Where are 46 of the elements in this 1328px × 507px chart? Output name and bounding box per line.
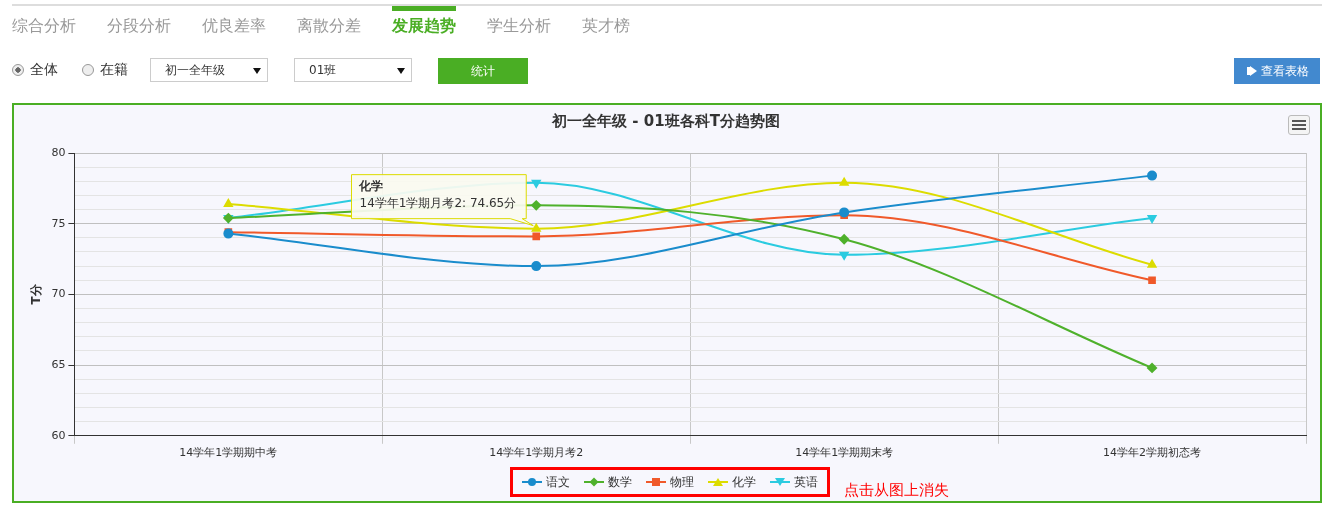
legend-label: 英语 xyxy=(793,473,818,491)
text: 查看表格 xyxy=(1234,58,1320,84)
point xyxy=(839,234,850,245)
text: 综合分析 xyxy=(12,16,76,37)
y-tick-label: 65 xyxy=(51,357,66,371)
y-tick-label: 80 xyxy=(51,145,66,159)
point xyxy=(839,251,849,260)
text: 发展趋势 xyxy=(392,16,456,37)
legend-label: 语文 xyxy=(545,473,570,491)
point xyxy=(1147,259,1157,268)
annotation: 化学 14学年1学期月考2: 74.65分 xyxy=(358,178,517,210)
point xyxy=(1147,362,1158,373)
y-tick-label: 75 xyxy=(51,216,66,230)
point xyxy=(1148,276,1156,285)
text: 分段分析 xyxy=(107,16,171,37)
text: 01班 xyxy=(294,58,412,82)
text: 全体 xyxy=(29,61,58,79)
text: 离散分差 xyxy=(297,16,361,37)
point xyxy=(532,232,541,241)
text: 优良差率 xyxy=(202,16,266,37)
x-tick-label: 14学年1学期期末考 xyxy=(795,446,894,460)
point xyxy=(531,200,542,211)
point xyxy=(1147,215,1157,224)
legend-label: 化学 xyxy=(731,473,756,491)
y-axis-title: T分 xyxy=(29,283,44,305)
y-tick-label: 70 xyxy=(51,287,66,301)
point xyxy=(839,207,850,218)
text: 点击从图上消失 xyxy=(844,481,949,500)
chart-title: 初一全年级 - 01班各科T分趋势图 xyxy=(551,111,780,130)
point xyxy=(839,177,849,186)
text: 在籍 xyxy=(99,61,128,79)
point xyxy=(531,261,542,272)
text: 学生分析 xyxy=(487,16,551,37)
y-tick-label: 60 xyxy=(51,428,66,442)
text: 初一全年级 xyxy=(150,58,268,82)
x-tick-label: 14学年1学期月考2 xyxy=(489,446,584,460)
legend-label: 物理 xyxy=(669,473,694,491)
point xyxy=(531,223,541,232)
x-tick-label: 14学年2学期初态考 xyxy=(1103,446,1202,460)
point xyxy=(531,179,541,188)
legend-label: 数学 xyxy=(607,473,632,491)
x-tick-label: 14学年1学期期中考 xyxy=(179,446,278,460)
point xyxy=(1147,170,1158,181)
text: 英才榜 xyxy=(582,16,630,37)
point xyxy=(223,198,233,207)
text: 统计 xyxy=(438,58,528,84)
